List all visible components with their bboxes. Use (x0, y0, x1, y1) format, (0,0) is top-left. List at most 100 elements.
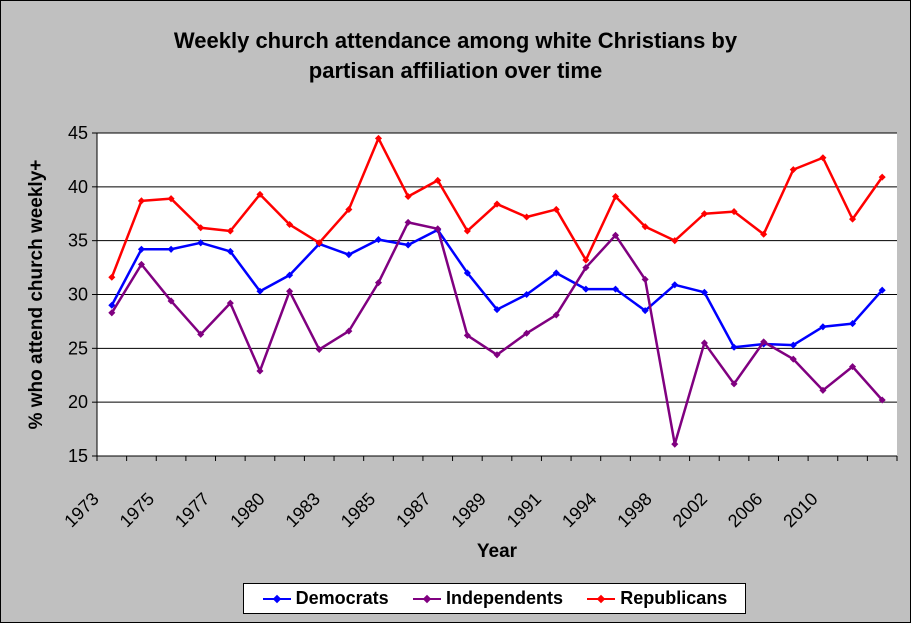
data-point-democrats (286, 271, 294, 279)
x-tick-label: 1983 (282, 489, 324, 531)
x-tick-label: 1975 (116, 489, 158, 531)
data-point-democrats (197, 239, 205, 247)
data-point-independents (434, 225, 442, 233)
data-point-republicans (226, 227, 234, 235)
data-point-independents (611, 231, 620, 239)
data-point-republicans (819, 154, 827, 162)
y-tick-label: 25 (68, 338, 88, 358)
legend-label-independents: Independents (445, 588, 563, 608)
data-point-republicans (641, 223, 649, 231)
legend-swatch-republicans (587, 594, 616, 603)
data-point-democrats (463, 269, 471, 277)
y-tick-label: 45 (68, 123, 88, 143)
data-point-democrats (493, 306, 501, 314)
data-point-republicans (611, 192, 620, 201)
data-point-democrats (671, 281, 679, 289)
data-point-democrats (849, 320, 857, 328)
data-point-republicans (700, 210, 708, 218)
y-tick-label: 30 (68, 285, 88, 305)
x-tick-label: 2006 (724, 489, 766, 531)
x-tick-label: 2002 (669, 489, 711, 531)
data-point-independents (404, 218, 412, 226)
legend-item-independents: Independents (412, 588, 563, 609)
data-point-democrats (374, 236, 383, 244)
data-point-independents (789, 355, 797, 363)
x-tick-label: 2010 (779, 489, 821, 531)
data-point-independents (137, 260, 145, 268)
data-point-democrats (819, 323, 827, 331)
legend-item-democrats: Democrats (262, 588, 389, 609)
data-point-republicans (286, 220, 294, 229)
x-tick-label: 1994 (558, 489, 600, 531)
data-point-republicans (256, 190, 264, 198)
data-point-independents (256, 367, 264, 375)
data-point-republicans (167, 195, 175, 203)
data-point-democrats (404, 241, 412, 249)
data-point-independents (374, 279, 383, 287)
data-point-republicans (789, 166, 797, 174)
y-tick-label: 15 (68, 446, 88, 466)
data-point-independents (108, 309, 116, 317)
data-point-independents (315, 345, 323, 353)
y-tick-label: 35 (68, 231, 88, 251)
data-point-democrats (582, 285, 590, 293)
legend-swatch-independents (412, 594, 441, 603)
data-point-republicans (108, 273, 116, 281)
data-point-republicans (434, 176, 442, 184)
x-tick-label: 1980 (226, 489, 268, 531)
data-point-republicans (374, 134, 383, 142)
data-point-republicans (137, 197, 145, 205)
x-tick-label: 1973 (60, 489, 102, 531)
data-point-democrats (641, 307, 649, 315)
data-point-democrats (700, 288, 708, 296)
data-point-republicans (552, 205, 560, 213)
data-point-democrats (256, 287, 264, 295)
y-tick-label: 20 (68, 392, 88, 412)
data-point-democrats (611, 285, 620, 293)
data-point-independents (760, 338, 768, 346)
x-tick-label: 1985 (337, 489, 379, 531)
data-point-democrats (878, 286, 886, 294)
data-point-independents (345, 327, 353, 335)
data-point-republicans (345, 205, 353, 213)
data-point-independents (552, 311, 560, 319)
y-axis-title: % who attend church weekly+ (26, 160, 47, 430)
data-point-independents (197, 330, 205, 338)
chart-title-line2: partisan affiliation over time (308, 58, 603, 83)
chart-title-line1: Weekly church attendance among white Chr… (173, 28, 738, 53)
x-tick-label: 1977 (171, 489, 213, 531)
data-point-democrats (523, 290, 531, 299)
data-point-democrats (730, 343, 738, 351)
legend: Democrats Independents Republicans (243, 583, 746, 614)
data-point-republicans (760, 230, 768, 238)
data-point-republicans (315, 239, 323, 247)
x-tick-label: 1987 (392, 489, 434, 531)
x-tick-label: 1998 (613, 489, 655, 531)
data-point-republicans (582, 256, 590, 264)
data-point-independents (582, 264, 590, 272)
x-axis-title: Year (477, 541, 518, 562)
data-point-independents (493, 351, 501, 359)
data-point-democrats (789, 341, 797, 349)
data-point-democrats (108, 301, 116, 309)
data-point-democrats (345, 251, 353, 259)
data-point-republicans (493, 200, 501, 208)
legend-swatch-democrats (262, 594, 291, 603)
data-point-independents (286, 287, 294, 295)
legend-label-republicans: Republicans (620, 588, 728, 608)
data-point-democrats (552, 269, 560, 277)
data-point-independents (700, 339, 708, 347)
data-point-independents (641, 275, 649, 283)
data-point-independents (226, 299, 234, 307)
data-point-republicans (404, 192, 412, 201)
data-point-independents (167, 297, 175, 305)
data-point-republicans (523, 213, 531, 221)
data-point-republicans (878, 173, 886, 181)
data-point-independents (819, 386, 827, 394)
data-point-republicans (463, 227, 471, 235)
data-point-independents (523, 329, 531, 337)
data-point-independents (463, 331, 471, 339)
data-point-independents (671, 440, 679, 448)
legend-label-democrats: Democrats (295, 588, 389, 608)
